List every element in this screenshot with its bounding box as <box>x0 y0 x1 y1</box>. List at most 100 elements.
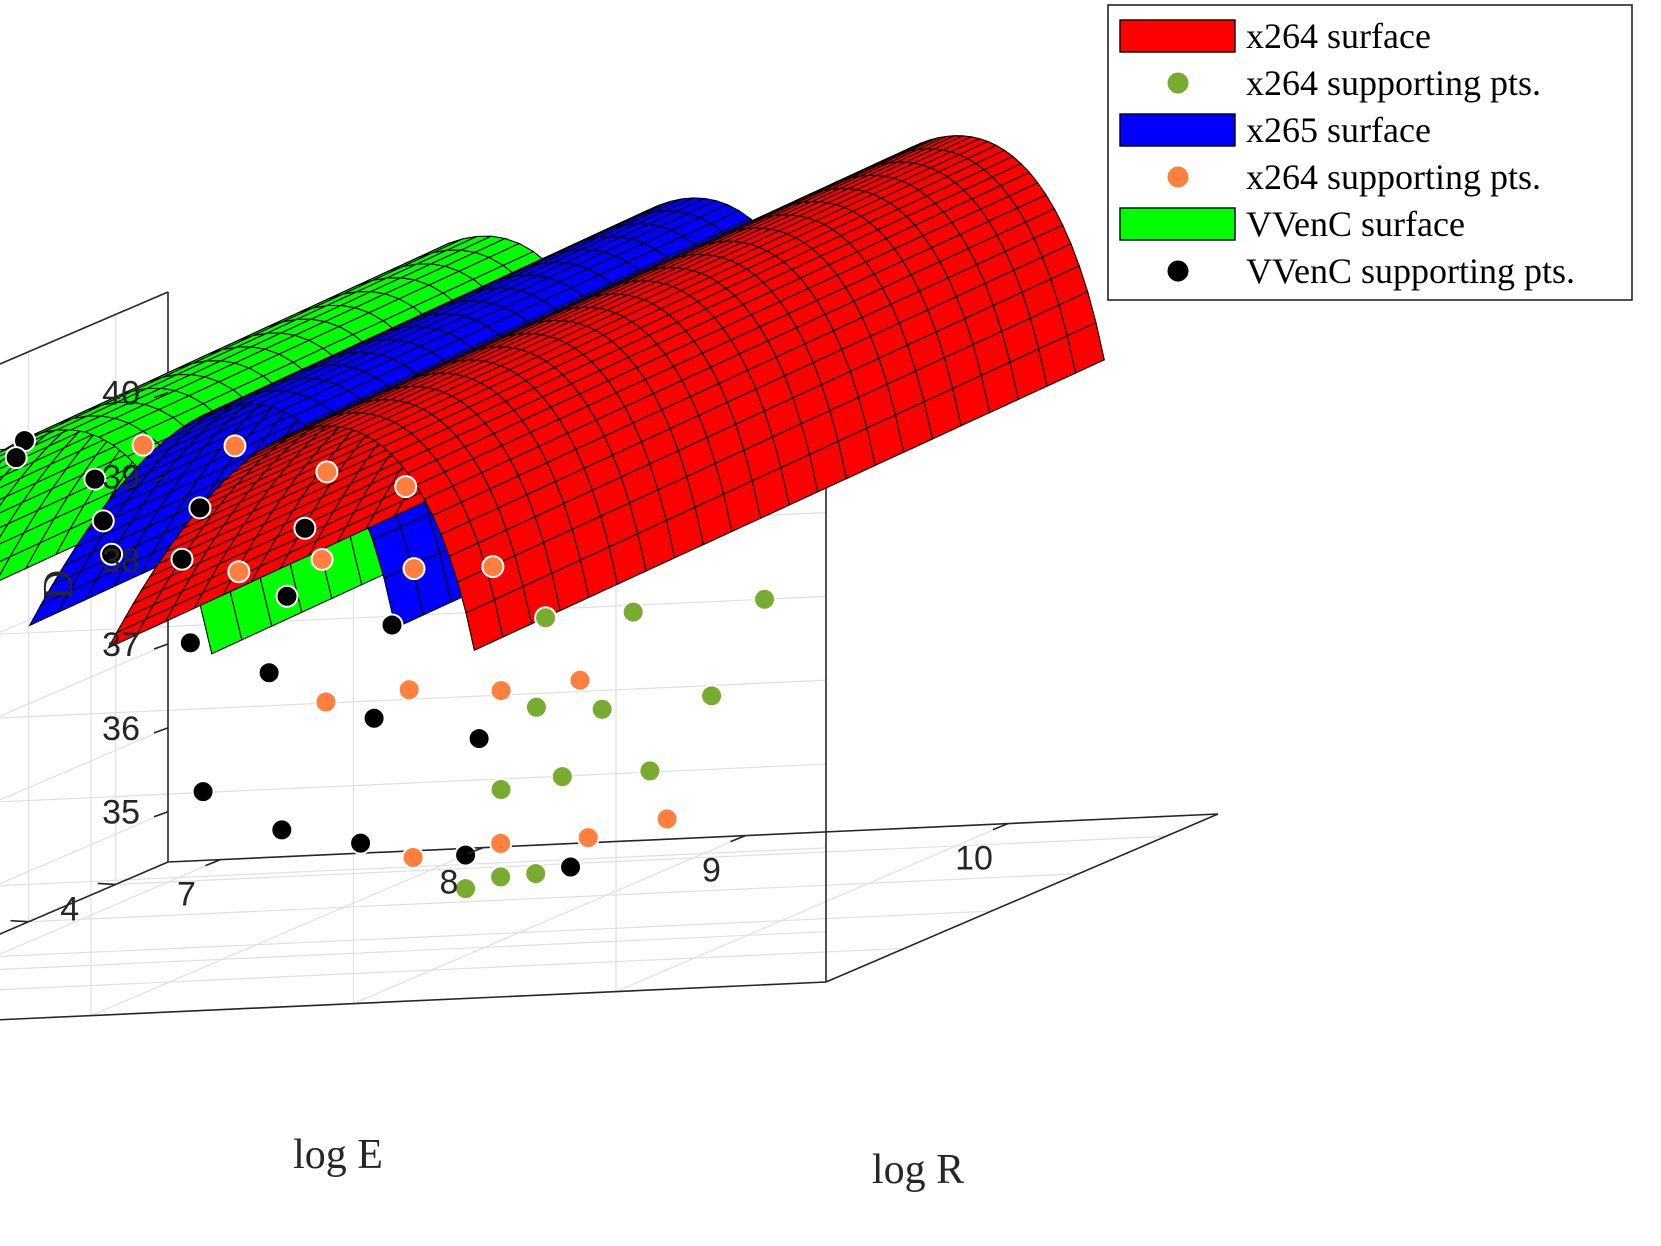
data-point <box>394 475 418 499</box>
data-point <box>402 557 426 581</box>
z-tick-mark <box>153 727 169 734</box>
data-point <box>275 584 299 608</box>
data-point <box>91 509 115 533</box>
box-edge <box>167 813 1219 863</box>
x-tick-mark <box>730 834 746 843</box>
data-point <box>534 606 558 630</box>
legend-label: VVenC surface <box>1246 204 1465 244</box>
data-point <box>349 831 373 855</box>
x-tick-label: 9 <box>702 852 721 890</box>
data-point <box>131 433 155 457</box>
legend-label: x264 supporting pts. <box>1246 157 1541 197</box>
data-point <box>489 831 513 855</box>
data-point <box>481 555 505 579</box>
data-point <box>380 613 404 637</box>
data-point <box>401 845 425 869</box>
data-point <box>315 460 339 484</box>
data-point <box>454 843 478 867</box>
z-tick-label: 39 <box>102 458 140 496</box>
grid-line <box>0 947 905 991</box>
data-point <box>489 778 513 802</box>
z-tick-label: 38 <box>102 542 140 580</box>
data-point <box>590 697 614 721</box>
x-axis-label: log R <box>872 1147 964 1193</box>
series-x264-supporting-pts- <box>454 587 777 901</box>
grid-line <box>0 811 169 885</box>
data-point <box>314 690 338 714</box>
z-tick-mark <box>153 643 169 650</box>
data-point <box>489 865 513 889</box>
legend-surface-swatch <box>1119 207 1236 241</box>
z-tick-mark <box>153 810 169 818</box>
data-point <box>655 807 679 831</box>
box-edge <box>0 291 169 365</box>
z-tick-label: 36 <box>102 710 140 748</box>
z-tick-label: 35 <box>102 794 140 832</box>
legend-box <box>1107 4 1633 301</box>
data-point <box>178 631 202 655</box>
x-tick-label: 8 <box>440 864 459 902</box>
surface-x264-surface <box>107 135 1105 651</box>
grid-line <box>0 727 169 801</box>
data-point <box>550 765 574 789</box>
data-point <box>310 547 334 571</box>
legend-label: x264 supporting pts. <box>1246 63 1541 103</box>
data-point <box>362 706 386 730</box>
data-point <box>270 818 294 842</box>
legend-marker-swatch <box>1167 72 1189 94</box>
legend-marker-swatch <box>1167 260 1189 282</box>
z-axis-label: D <box>36 570 82 600</box>
data-point <box>489 679 513 703</box>
z-tick-mark <box>153 475 169 483</box>
surface-facet <box>1066 321 1105 374</box>
grid-line <box>90 847 484 1017</box>
legend-marker-swatch <box>1167 166 1189 188</box>
data-point <box>257 661 281 685</box>
legend: x264 surface x264 supporting pts. x265 sur… <box>1107 4 1633 301</box>
supporting-points <box>4 429 777 901</box>
data-point <box>568 668 592 692</box>
data-point <box>524 695 548 719</box>
box-edge <box>0 861 169 935</box>
data-point <box>191 780 215 804</box>
y-tick-label: 4 <box>60 890 79 928</box>
axis-ticks: 7891046810353637383940 <box>10 375 1009 928</box>
grid-line <box>0 595 827 635</box>
data-point <box>397 678 421 702</box>
data-point <box>227 560 251 584</box>
data-point <box>4 446 28 470</box>
x-tick-mark <box>205 858 221 867</box>
grid-line <box>0 679 827 719</box>
y-tick-mark <box>10 919 29 923</box>
x-tick-label: 10 <box>955 840 993 878</box>
data-point <box>467 727 491 751</box>
legend-label: x264 surface <box>1246 16 1431 56</box>
data-point <box>638 759 662 783</box>
data-point <box>100 542 124 566</box>
y-tick-mark <box>97 882 116 886</box>
data-point <box>524 862 548 886</box>
x-tick-mark <box>467 846 484 855</box>
data-point <box>454 877 478 901</box>
legend-label: x265 surface <box>1246 110 1431 150</box>
grid-line <box>353 835 746 1005</box>
z-tick-label: 37 <box>102 626 140 664</box>
data-point <box>293 516 317 540</box>
grid-line <box>0 859 221 955</box>
legend-surface-swatch <box>1119 113 1236 147</box>
data-point <box>188 496 212 520</box>
legend-surface-swatch <box>1119 19 1236 53</box>
data-point <box>83 467 107 491</box>
y-axis-label: log E <box>293 1132 383 1178</box>
grid-line <box>115 835 1166 885</box>
legend-label: VVenC supporting pts. <box>1246 251 1575 291</box>
grid-line <box>615 823 1009 993</box>
data-point <box>621 600 645 624</box>
grid-line <box>0 910 992 957</box>
grid-line <box>28 873 1079 923</box>
series-vvenc-supporting-pts- <box>4 429 583 879</box>
z-tick-mark <box>153 391 169 399</box>
data-point <box>753 587 777 611</box>
